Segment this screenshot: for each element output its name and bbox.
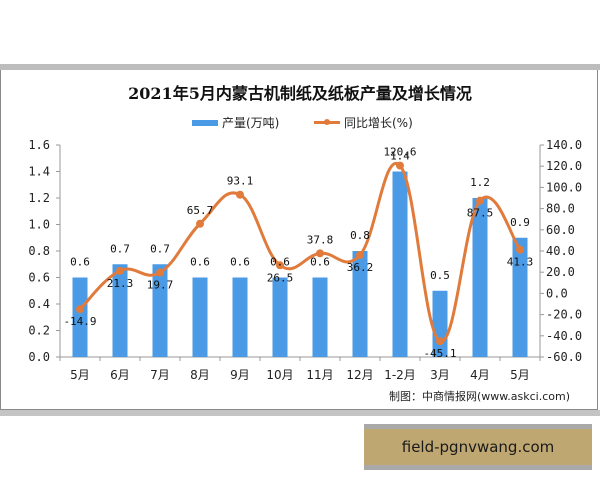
bar-value-label: 0.6: [310, 256, 330, 269]
y-left-tick-label: 0.2: [28, 324, 50, 338]
line-marker: [76, 305, 84, 314]
legend-label-growth: 同比增长(%): [344, 116, 413, 130]
bar: [312, 277, 328, 357]
y-left-tick-label: 0.0: [28, 350, 50, 364]
line-value-label: 93.1: [227, 175, 254, 188]
chart-legend: 产量(万吨) 同比增长(%): [0, 114, 600, 132]
y-left-tick-label: 0.4: [28, 297, 50, 311]
y-right-tick-label: 40.0: [546, 244, 575, 258]
y-left-tick-label: 1.2: [28, 191, 50, 205]
line-value-label: 26.5: [267, 271, 294, 284]
line-value-label: 41.3: [507, 256, 534, 269]
legend-label-production: 产量(万吨): [222, 116, 280, 130]
legend-bar-swatch-icon: [192, 119, 218, 126]
y-right-tick-label: -60.0: [546, 350, 582, 364]
line-value-label: 21.3: [107, 277, 134, 290]
x-tick-label: 1-2月: [384, 368, 416, 382]
bar-value-label: 0.8: [350, 229, 370, 242]
bar: [192, 277, 208, 357]
line-marker: [196, 219, 204, 228]
x-tick-label: 5月: [70, 368, 90, 382]
line-marker: [396, 161, 404, 170]
bar-value-label: 0.9: [510, 216, 530, 229]
bar: [272, 277, 288, 357]
legend-line-swatch-icon: [314, 119, 340, 125]
line-marker: [276, 261, 284, 270]
line-marker: [156, 268, 164, 277]
legend-item-production: 产量(万吨): [192, 114, 279, 131]
bar: [112, 264, 128, 357]
chart-frame: [0, 70, 598, 410]
y-right-tick-label: -20.0: [546, 308, 582, 322]
x-tick-label: 5月: [510, 368, 530, 382]
y-right-tick-label: 140.0: [546, 138, 582, 152]
x-tick-label: 12月: [346, 368, 373, 382]
source-credit: 制图：中商情报网(www.askci.com): [389, 390, 570, 403]
line-marker: [236, 190, 244, 199]
x-tick-label: 7月: [150, 368, 170, 382]
line-value-label: 65.7: [187, 204, 214, 217]
bar-value-label: 0.6: [270, 256, 290, 269]
bar: [72, 277, 88, 357]
bar: [392, 171, 408, 357]
watermark-text: field-pgnvwang.com: [401, 438, 555, 456]
line-value-label: -45.1: [423, 347, 456, 360]
line-value-label: 19.7: [147, 279, 174, 292]
y-right-tick-label: 20.0: [546, 265, 575, 279]
bottom-band: [0, 410, 600, 416]
x-tick-label: 6月: [110, 368, 130, 382]
growth-line: [78, 161, 522, 343]
line-value-label: 120.6: [383, 146, 416, 159]
line-value-label: 87.5: [467, 207, 494, 220]
top-band: [0, 64, 600, 70]
bar-value-label: 0.7: [110, 242, 130, 255]
chart-title: 2021年5月内蒙古机制纸及纸板产量及增长情况: [128, 84, 472, 103]
axes: 0.0 0.2 0.4 0.6 0.8 1.0 1.2 1.4 1.6 -60.0 -40.0 -20…: [28, 138, 582, 382]
x-tick-label: 8月: [190, 368, 210, 382]
bar-value-label: 1.2: [470, 176, 490, 189]
y-right-tick-label: 80.0: [546, 202, 575, 216]
y-left-tick-label: 1.6: [28, 138, 50, 152]
y-left-tick-label: 1.0: [28, 218, 50, 232]
bar: [512, 237, 528, 357]
x-tick-label: 4月: [470, 368, 490, 382]
x-tick-label: 3月: [430, 368, 450, 382]
y-right-tick-label: 0.0: [546, 286, 568, 300]
watermark-banner: field-pgnvwang.com: [364, 424, 592, 470]
line-marker: [116, 266, 124, 275]
y-right-tick-label: 60.0: [546, 223, 575, 237]
bar: [152, 264, 168, 357]
line-marker: [316, 249, 324, 258]
line-value-label: 36.2: [347, 261, 374, 274]
bar: [352, 251, 368, 357]
line-marker: [436, 337, 444, 346]
line-marker: [476, 196, 484, 205]
bar: [232, 277, 248, 357]
x-tick-label: 11月: [306, 368, 333, 382]
line-value-label: -14.9: [63, 315, 96, 328]
line-marker: [356, 251, 364, 260]
bar-value-label: 0.6: [230, 256, 250, 269]
y-left-tick-label: 0.6: [28, 271, 50, 285]
line-value-label: 37.8: [307, 233, 334, 246]
y-left-tick-label: 1.4: [28, 165, 50, 179]
bar-value-label: 0.5: [430, 269, 450, 282]
bar-value-label: 0.6: [190, 256, 210, 269]
bar-series: [72, 171, 528, 357]
bar: [472, 198, 488, 357]
bar-value-label: 0.7: [150, 242, 170, 255]
line-marker: [516, 245, 524, 254]
bar-value-label: 0.6: [70, 256, 90, 269]
bar-value-label: 1.4: [390, 150, 410, 163]
y-right-tick-label: 120.0: [546, 159, 582, 173]
y-right-tick-label: -40.0: [546, 329, 582, 343]
y-right-tick-label: 100.0: [546, 180, 582, 194]
x-tick-label: 10月: [266, 368, 293, 382]
y-left-tick-label: 0.8: [28, 244, 50, 258]
data-labels: 0.6 0.7 0.7 0.6 0.6 0.6 0.6 0.8 1.4 0.5 1.2 0.9 -14.…: [63, 146, 533, 361]
line-series: [76, 161, 524, 346]
x-tick-label: 9月: [230, 368, 250, 382]
legend-item-growth: 同比增长(%): [314, 114, 413, 131]
